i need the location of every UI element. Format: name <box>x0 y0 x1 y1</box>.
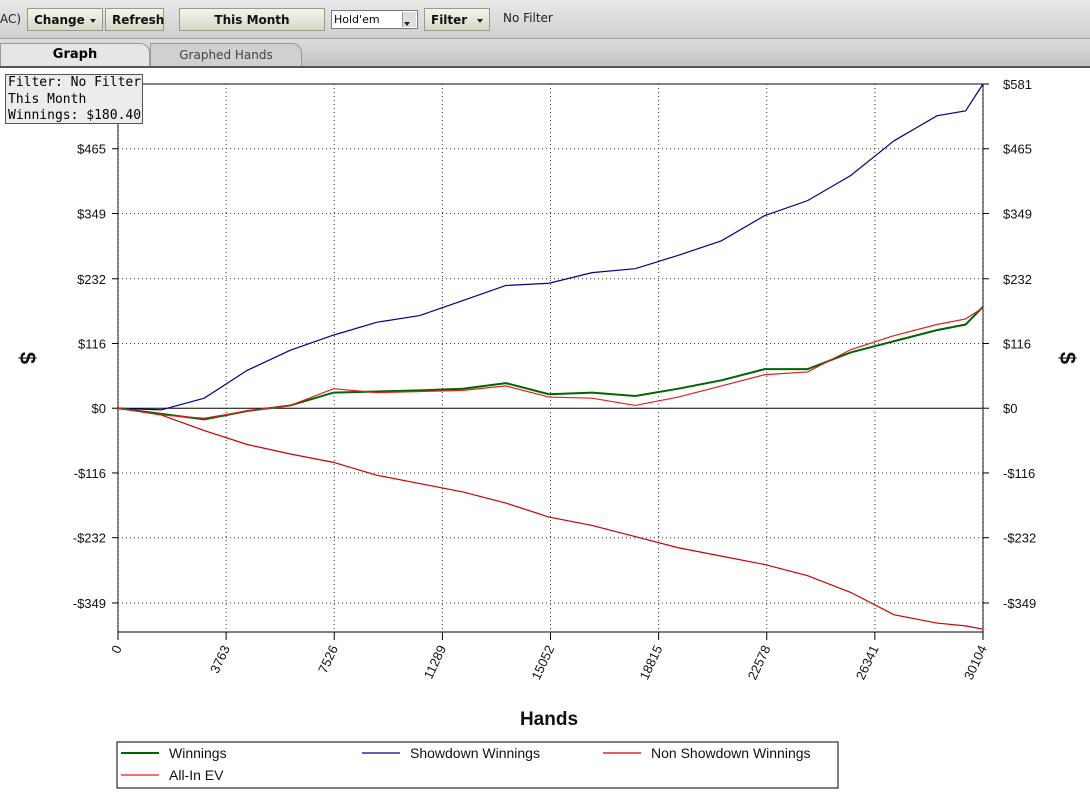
x-tick-label: 15052 <box>528 643 557 682</box>
cut-label: AC) <box>0 12 22 26</box>
y-tick-label: $232 <box>77 272 106 287</box>
series-line <box>117 305 984 421</box>
tab[interactable]: Graphed Hands <box>150 43 302 66</box>
x-tick-label: 0 <box>108 643 125 656</box>
series-line <box>117 83 984 411</box>
x-tick-label: 18815 <box>636 643 665 682</box>
y-axis-label: $ <box>15 352 40 364</box>
legend-label: Showdown Winnings <box>410 745 540 761</box>
x-tick-label: 7526 <box>315 643 341 676</box>
info-line: This Month <box>8 91 87 107</box>
select-arrow <box>402 12 416 27</box>
y2-tick-label: $349 <box>1003 206 1032 221</box>
y-tick-label: -$116 <box>74 466 106 481</box>
y2-tick-label: $465 <box>1003 142 1032 157</box>
y2-tick-label: $581 <box>1003 77 1032 92</box>
y2-axis-label: $ <box>1055 352 1080 364</box>
y2-tick-label: $116 <box>1003 336 1031 351</box>
period-button[interactable]: This Month <box>179 8 325 31</box>
y2-tick-label: -$232 <box>1003 531 1036 546</box>
info-line: Filter: No Filter <box>8 75 142 90</box>
y2-tick-label: $232 <box>1003 272 1032 287</box>
filter-status: No Filter <box>503 11 553 25</box>
game-select[interactable]: Hold'em <box>331 10 418 29</box>
x-axis-label: Hands <box>520 709 578 730</box>
series-line <box>117 307 984 419</box>
y2-tick-label: -$349 <box>1003 596 1036 611</box>
tab-bar: Graph Graphed Hands <box>0 39 1090 68</box>
game-value: Hold'em <box>334 13 380 26</box>
tab[interactable]: Graph <box>0 43 150 66</box>
x-tick-label: 30104 <box>961 643 990 682</box>
change-button[interactable]: Change <box>27 8 103 31</box>
x-tick-label: 26341 <box>853 643 882 682</box>
x-tick-label: 11289 <box>421 643 449 681</box>
y-tick-label: $116 <box>78 336 106 351</box>
y-tick-label: -$349 <box>73 596 106 611</box>
y2-tick-label: $0 <box>1003 401 1017 416</box>
filter-button[interactable]: Filter <box>424 8 490 31</box>
legend-box <box>116 741 839 789</box>
y-tick-label: $465 <box>77 142 106 157</box>
plot-frame <box>117 83 984 633</box>
refresh-button[interactable]: Refresh <box>105 8 164 31</box>
legend-label: All-In EV <box>169 767 224 783</box>
toolbar: AC) Change Refresh This Month Hold'em Fi… <box>0 0 1090 39</box>
y-tick-label: $349 <box>77 206 106 221</box>
y2-tick-label: -$116 <box>1003 466 1035 481</box>
y-tick-label: -$232 <box>73 531 106 546</box>
info-box: Filter: No Filter This Month Winnings: $… <box>5 74 143 124</box>
info-line: Winnings: $180.40 <box>8 108 142 123</box>
x-tick-label: 22578 <box>745 643 774 682</box>
x-tick-label: 3763 <box>207 643 233 676</box>
legend-label: Winnings <box>169 745 227 761</box>
y-tick-label: $0 <box>92 401 106 416</box>
legend-label: Non Showdown Winnings <box>651 745 811 761</box>
series-line <box>117 407 984 630</box>
